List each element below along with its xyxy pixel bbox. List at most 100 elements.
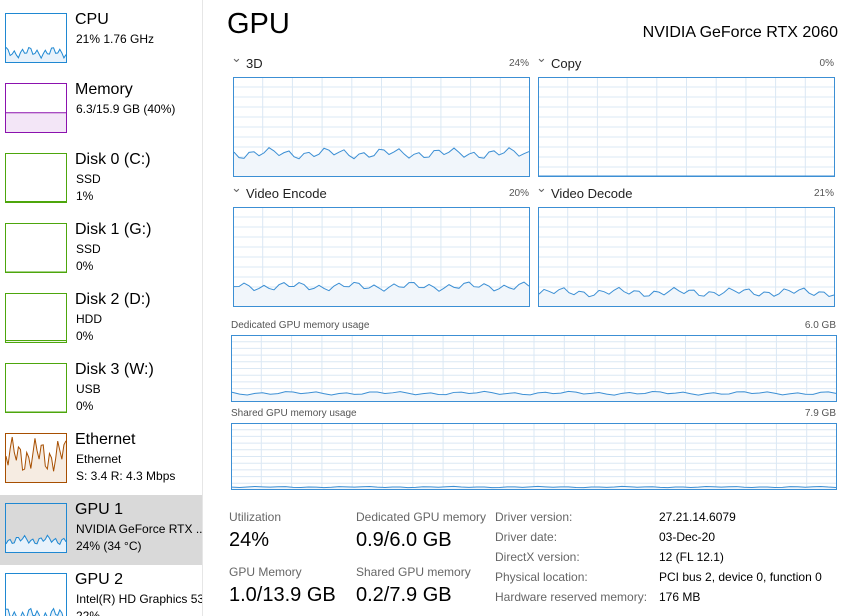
sidebar-item[interactable] bbox=[0, 495, 202, 565]
detail-value: PCI bus 2, device 0, function 0 bbox=[659, 570, 822, 584]
graph-frame bbox=[231, 423, 837, 490]
engine-label: Copy bbox=[551, 56, 582, 71]
engine-graph bbox=[233, 77, 530, 177]
graph-line bbox=[5, 436, 67, 472]
stat-value: 0.2/7.9 GB bbox=[356, 584, 452, 606]
stat-label: Dedicated GPU memory bbox=[356, 510, 487, 524]
item-detail: SSD bbox=[76, 172, 101, 186]
chevron[interactable]: ⌄ bbox=[231, 180, 242, 195]
stat-value: 0.9/6.0 GB bbox=[356, 529, 452, 551]
item-detail: NVIDIA GeForce RTX ... bbox=[76, 522, 202, 536]
memory-graph bbox=[231, 423, 837, 490]
graph-frame bbox=[538, 207, 835, 307]
item-title: GPU 2 bbox=[75, 571, 124, 588]
detail-value: 176 MB bbox=[659, 590, 701, 604]
graph-frame bbox=[538, 77, 835, 177]
thumbnail bbox=[5, 503, 67, 553]
item-title: Disk 2 (D:) bbox=[75, 291, 151, 308]
item-detail: 0% bbox=[76, 399, 94, 413]
gpu-name: NVIDIA GeForce RTX 2060 bbox=[642, 24, 838, 41]
engine-graph bbox=[233, 207, 530, 307]
graph-frame bbox=[231, 335, 837, 402]
chevron[interactable]: ⌄ bbox=[536, 180, 547, 195]
item-detail: USB bbox=[76, 382, 101, 396]
item-title: GPU 1 bbox=[75, 501, 124, 518]
item-detail: 6.3/15.9 GB (40%) bbox=[76, 102, 176, 116]
item-title: Disk 1 (G:) bbox=[75, 221, 152, 238]
memory-max: 6.0 GB bbox=[804, 320, 836, 331]
graph-area bbox=[232, 391, 836, 401]
divider bbox=[202, 0, 203, 616]
page-title: GPU bbox=[227, 8, 290, 40]
item-title: CPU bbox=[75, 11, 109, 28]
item-detail: Ethernet bbox=[76, 452, 122, 466]
engine-value: 0% bbox=[819, 58, 834, 69]
engine-label: 3D bbox=[246, 56, 263, 71]
graph-line bbox=[538, 286, 835, 298]
stat-value: 24% bbox=[229, 529, 270, 551]
item-detail: S: 3.4 R: 4.3 Mbps bbox=[76, 469, 176, 483]
graph-area bbox=[234, 147, 529, 176]
thumbnail bbox=[5, 363, 67, 413]
item-detail: 21% 1.76 GHz bbox=[76, 32, 155, 46]
graph-area bbox=[539, 287, 834, 306]
engine-value: 24% bbox=[508, 58, 529, 69]
graph-line bbox=[5, 534, 67, 546]
chevron[interactable]: ⌄ bbox=[536, 50, 547, 65]
detail-label: Driver date: bbox=[495, 530, 558, 544]
graph-area bbox=[6, 112, 66, 132]
item-detail: 0% bbox=[76, 259, 94, 273]
thumbnail bbox=[5, 13, 67, 63]
graph-frame bbox=[5, 13, 67, 63]
graph-area bbox=[6, 437, 66, 482]
graph-frame bbox=[233, 207, 530, 307]
graph-line bbox=[231, 485, 837, 489]
graph-frame bbox=[5, 83, 67, 133]
item-detail: 1% bbox=[76, 189, 94, 203]
stat-label: Shared GPU memory bbox=[356, 565, 471, 579]
engine-graph bbox=[538, 77, 835, 177]
graph-frame bbox=[233, 77, 530, 177]
detail-label: Physical location: bbox=[495, 570, 588, 584]
memory-max: 7.9 GB bbox=[804, 408, 836, 419]
item-detail: Intel(R) HD Graphics 530 bbox=[76, 592, 202, 606]
graph-area bbox=[232, 486, 836, 489]
item-title: Memory bbox=[75, 81, 133, 98]
graph-frame bbox=[5, 223, 67, 273]
engine-label: Video Encode bbox=[246, 186, 327, 201]
stat-value: 1.0/13.9 GB bbox=[229, 584, 336, 606]
thumbnail bbox=[5, 83, 67, 133]
graph-line bbox=[231, 390, 837, 396]
engine-value: 20% bbox=[508, 188, 529, 199]
graph-frame bbox=[5, 363, 67, 413]
engine-graph bbox=[538, 207, 835, 307]
graph-line bbox=[233, 147, 530, 160]
graph-frame bbox=[5, 433, 67, 483]
item-detail: SSD bbox=[76, 242, 101, 256]
graph-frame bbox=[5, 573, 67, 616]
item-title: Disk 0 (C:) bbox=[75, 151, 151, 168]
detail-value: 27.21.14.6079 bbox=[659, 510, 736, 524]
item-detail: 22% bbox=[76, 609, 101, 616]
thumbnail bbox=[5, 433, 67, 483]
detail-value: 12 (FL 12.1) bbox=[659, 550, 724, 564]
engine-label: Video Decode bbox=[551, 186, 633, 201]
chevron[interactable]: ⌄ bbox=[231, 50, 242, 65]
thumbnail bbox=[5, 573, 67, 616]
graph-frame bbox=[5, 153, 67, 203]
thumbnail bbox=[5, 223, 67, 273]
item-title: Ethernet bbox=[75, 431, 136, 448]
engine-value: 21% bbox=[813, 188, 834, 199]
memory-label: Shared GPU memory usage bbox=[231, 408, 357, 419]
detail-value: 03-Dec-20 bbox=[659, 530, 716, 544]
item-title: Disk 3 (W:) bbox=[75, 361, 154, 378]
thumbnail bbox=[5, 153, 67, 203]
graph-line bbox=[233, 281, 530, 292]
memory-label: Dedicated GPU memory usage bbox=[231, 320, 370, 331]
stat-label: Utilization bbox=[229, 510, 282, 524]
thumbnail bbox=[5, 293, 67, 343]
graph-line bbox=[5, 46, 67, 60]
stat-label: GPU Memory bbox=[229, 565, 302, 579]
item-detail: 0% bbox=[76, 329, 94, 343]
